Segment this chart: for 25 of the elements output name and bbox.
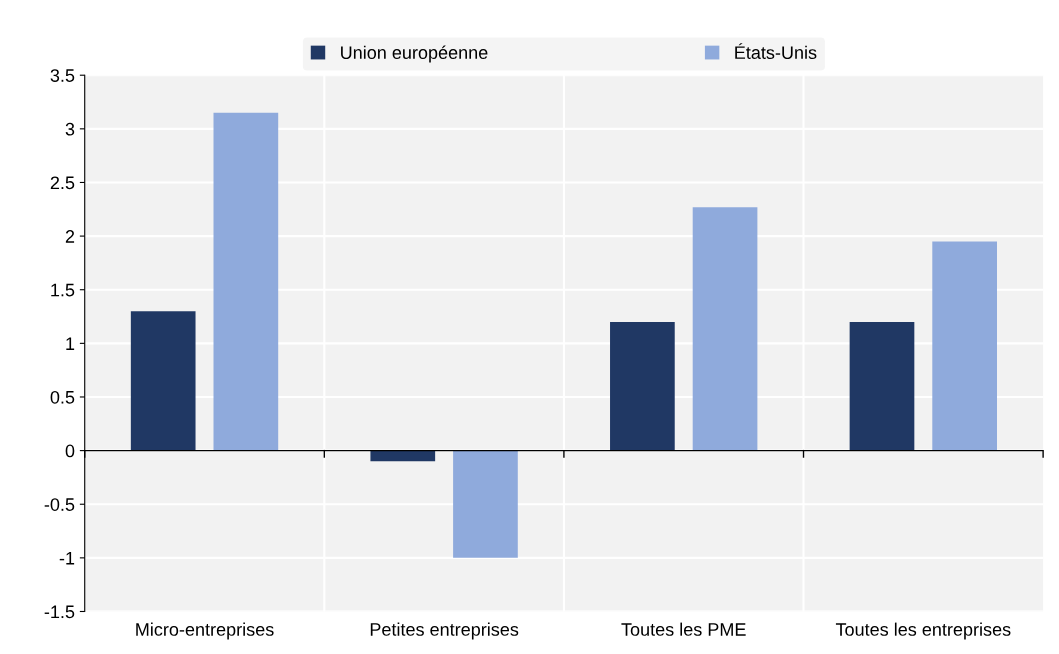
bar (453, 450, 518, 558)
y-tick-label: 2.5 (50, 176, 75, 190)
y-tick-label: 3 (65, 122, 75, 136)
y-tick-label: 3.5 (50, 69, 75, 82)
bar (213, 112, 279, 451)
x-tick-label: Petites entreprises (370, 622, 519, 640)
y-tick-label: -0.5 (44, 498, 75, 511)
x-tick-label: Toutes les entreprises (835, 622, 1011, 640)
y-tick-label: 1.5 (51, 283, 75, 297)
x-tick-label: Toutes les PME (621, 622, 746, 636)
y-tick-label: -1.5 (44, 605, 75, 619)
y-tick-label: -1 (59, 551, 75, 565)
bar (692, 207, 758, 451)
y-tick-label: 2 (65, 230, 75, 243)
y-tick-label: 1 (66, 337, 75, 350)
legend-label: Union européenne (341, 45, 488, 63)
bar (849, 321, 915, 451)
y-tick-label: 0 (65, 444, 75, 458)
x-tick-label: Micro-entreprises (136, 622, 274, 640)
bar (130, 311, 196, 451)
bar (610, 321, 675, 451)
legend-label: États-Unis (735, 43, 817, 59)
bar (932, 241, 997, 451)
bar (370, 450, 436, 462)
y-tick-label: 0.5 (50, 390, 75, 404)
